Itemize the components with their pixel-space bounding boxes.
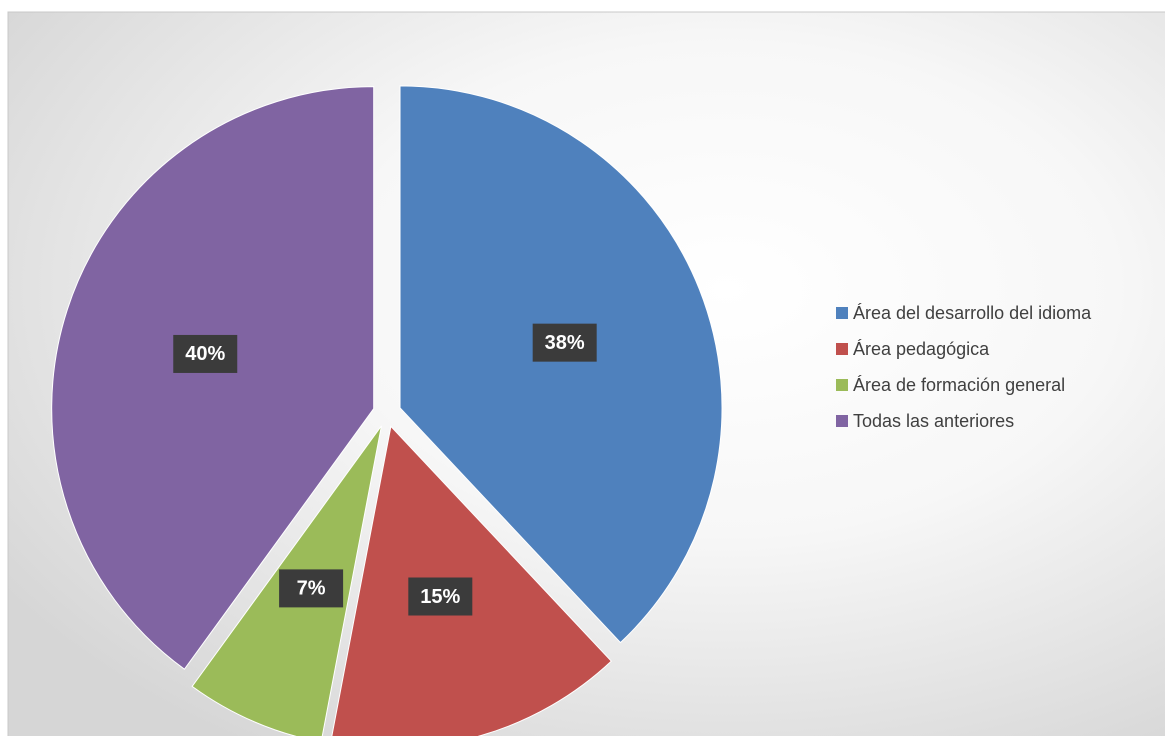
pie-slice — [51, 86, 375, 670]
legend-label: Área del desarrollo del idioma — [853, 303, 1092, 323]
data-label: 38% — [545, 332, 585, 354]
data-label: 7% — [297, 578, 326, 600]
data-label-box — [279, 569, 344, 608]
data-label: 15% — [420, 586, 460, 608]
legend-swatch — [836, 343, 848, 355]
pie-slice — [399, 85, 723, 644]
legend-swatch — [836, 307, 848, 319]
data-label: 40% — [185, 343, 225, 365]
legend-label: Área de formación general — [853, 375, 1065, 395]
data-label-box — [173, 334, 238, 373]
data-label-box — [532, 323, 597, 362]
data-label-box — [408, 577, 473, 616]
legend-label: Área pedagógica — [853, 339, 990, 359]
legend-swatch — [836, 415, 848, 427]
legend-label: Todas las anteriores — [853, 411, 1014, 431]
legend-swatch — [836, 379, 848, 391]
